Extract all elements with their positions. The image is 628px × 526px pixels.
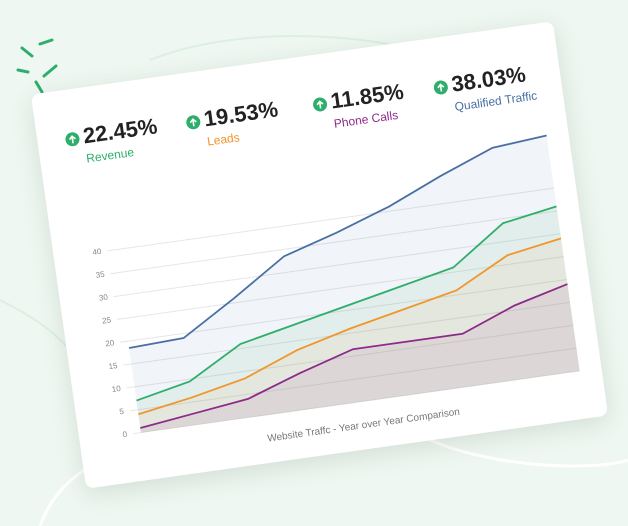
stat-value: 19.53% (202, 96, 279, 131)
line (136, 205, 557, 402)
up-arrow (437, 83, 445, 92)
chart-title: Website Traffc - Year over Year Comparis… (267, 407, 461, 445)
y-tick-label: 35 (95, 270, 106, 280)
y-tick-label: 40 (92, 247, 103, 257)
grid-line (113, 233, 561, 298)
grid-line (110, 210, 558, 275)
area (140, 284, 580, 433)
stat-value: 22.45% (81, 113, 158, 148)
y-tick-label: 30 (98, 292, 109, 302)
line (128, 134, 547, 349)
up-arrow (316, 100, 324, 109)
grid-line (107, 187, 555, 252)
grid-line (129, 347, 577, 412)
up-arrow (189, 118, 197, 127)
grid-line (126, 324, 574, 389)
y-tick-label: 0 (122, 430, 128, 440)
area (129, 135, 580, 433)
area (136, 206, 580, 433)
grid-line (120, 279, 567, 343)
card: 22.45% Revenue 19.53% Leads 11.85% Phone Call… (30, 21, 609, 489)
grid-line (132, 370, 580, 435)
y-tick-label: 15 (108, 361, 119, 371)
line (138, 237, 562, 416)
stat-label: Revenue (85, 145, 135, 166)
y-tick-label: 20 (105, 338, 116, 348)
y-tick-label: 10 (111, 384, 122, 394)
up-arrow (68, 135, 76, 144)
y-tick-label: 25 (102, 315, 113, 325)
line (140, 283, 568, 429)
grid-line (123, 301, 571, 366)
y-tick-label: 5 (119, 407, 125, 417)
area (138, 238, 580, 433)
stat-label: Leads (206, 130, 240, 148)
